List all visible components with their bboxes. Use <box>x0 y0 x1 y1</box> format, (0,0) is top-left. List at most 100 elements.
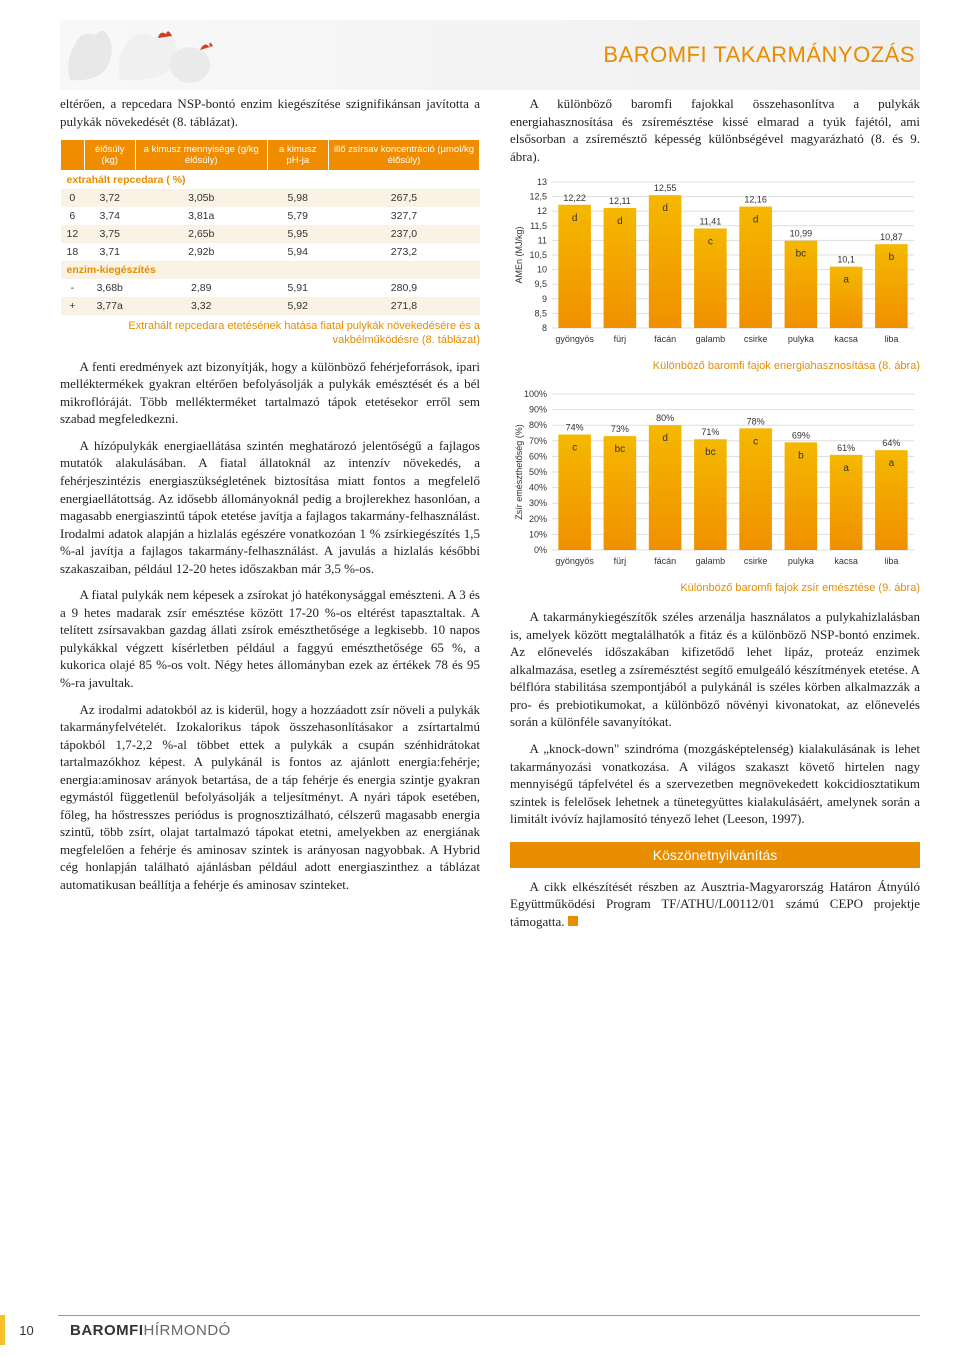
end-square-icon <box>568 916 578 926</box>
left-intro: eltérően, a repcedara NSP-bontó enzim ki… <box>60 95 480 130</box>
svg-text:10,1: 10,1 <box>837 255 855 265</box>
svg-text:galamb: galamb <box>696 556 726 566</box>
table-section: extrahált repcedara ( %) <box>61 171 480 190</box>
table-cell: 5,92 <box>267 297 328 315</box>
page: BAROMFI TAKARMÁNYOZÁS eltérően, a repced… <box>0 0 960 1358</box>
svg-text:74%: 74% <box>566 423 584 433</box>
table-cell: 3,68b <box>84 279 135 297</box>
right-para: A „knock-down" szindróma (mozgásképtelen… <box>510 740 920 828</box>
table-cell: 3,74 <box>84 207 135 225</box>
svg-text:bc: bc <box>615 444 626 455</box>
th <box>61 140 85 171</box>
table-caption: Extrahált repcedara etetésének hatása fi… <box>60 319 480 348</box>
svg-text:50%: 50% <box>529 467 547 477</box>
table-cell: 280,9 <box>328 279 479 297</box>
table-cell: - <box>61 279 85 297</box>
svg-text:d: d <box>572 213 578 224</box>
svg-text:8,5: 8,5 <box>534 309 547 319</box>
svg-text:64%: 64% <box>882 438 900 448</box>
footer-bold: BAROMFI <box>70 1322 144 1339</box>
svg-text:10,5: 10,5 <box>529 250 547 260</box>
svg-text:d: d <box>617 216 623 227</box>
right-intro: A különböző baromfi fajokkal összehasonl… <box>510 95 920 165</box>
table-cell: 12 <box>61 225 85 243</box>
svg-text:71%: 71% <box>701 427 719 437</box>
right-para: A takarmánykiegészítők széles arzenálja … <box>510 608 920 731</box>
svg-text:73%: 73% <box>611 424 629 434</box>
ack-heading: Köszönetnyilvánítás <box>510 842 920 868</box>
table-cell: 5,98 <box>267 189 328 207</box>
table-cell: 5,94 <box>267 243 328 261</box>
left-para: A hízópulykák energiaellátása szintén me… <box>60 437 480 577</box>
svg-text:AMEn (MJ/kg): AMEn (MJ/kg) <box>514 227 524 284</box>
chart-energy: 88,599,51010,51111,51212,513AMEn (MJ/kg)… <box>510 174 920 354</box>
table-cell: 3,72 <box>84 189 135 207</box>
svg-text:12,5: 12,5 <box>529 192 547 202</box>
table-cell: 0 <box>61 189 85 207</box>
right-column: A különböző baromfi fajokkal összehasonl… <box>510 95 920 939</box>
table-cell: 237,0 <box>328 225 479 243</box>
svg-text:12,55: 12,55 <box>654 183 677 193</box>
svg-text:10,87: 10,87 <box>880 232 903 242</box>
table-cell: 267,5 <box>328 189 479 207</box>
table-cell: 2,65b <box>135 225 267 243</box>
svg-text:11,5: 11,5 <box>530 221 547 231</box>
svg-text:a: a <box>843 463 849 474</box>
svg-text:pulyka: pulyka <box>788 334 814 344</box>
svg-text:fácán: fácán <box>654 334 676 344</box>
svg-text:78%: 78% <box>747 417 765 427</box>
svg-text:0%: 0% <box>534 545 547 555</box>
svg-text:liba: liba <box>884 556 898 566</box>
table-cell: 2,89 <box>135 279 267 297</box>
chart-fat: 0%10%20%30%40%50%60%70%80%90%100%Zsír em… <box>510 386 920 576</box>
svg-text:11,41: 11,41 <box>699 217 721 227</box>
svg-text:pulyka: pulyka <box>788 556 814 566</box>
svg-text:12: 12 <box>537 206 547 216</box>
svg-text:10: 10 <box>537 265 547 275</box>
svg-text:11: 11 <box>538 236 547 246</box>
table-section: enzim-kiegészítés <box>61 261 480 279</box>
table-cell: 273,2 <box>328 243 479 261</box>
left-column: eltérően, a repcedara NSP-bontó enzim ki… <box>60 95 480 939</box>
bar <box>649 195 682 328</box>
table-cell: 5,79 <box>267 207 328 225</box>
svg-text:61%: 61% <box>837 443 855 453</box>
chart-caption: Különböző baromfi fajok zsír emésztése (… <box>510 582 920 594</box>
svg-text:a: a <box>889 458 895 469</box>
svg-text:fürj: fürj <box>614 334 627 344</box>
svg-text:70%: 70% <box>529 436 547 446</box>
table-cell: 5,91 <box>267 279 328 297</box>
page-number: 10 <box>0 1315 48 1345</box>
svg-text:10%: 10% <box>529 530 547 540</box>
table-cell: + <box>61 297 85 315</box>
left-para: A fiatal pulykák nem képesek a zsírokat … <box>60 586 480 691</box>
svg-text:8: 8 <box>542 323 547 333</box>
page-title: BAROMFI TAKARMÁNYOZÁS <box>603 42 915 68</box>
svg-text:kacsa: kacsa <box>834 556 858 566</box>
svg-text:80%: 80% <box>656 413 674 423</box>
svg-text:galamb: galamb <box>696 334 726 344</box>
table-8: élősúly (kg) a kimusz mennyisége (g/kg é… <box>60 139 480 315</box>
svg-text:csirke: csirke <box>744 334 768 344</box>
table-cell: 6 <box>61 207 85 225</box>
header-image: BAROMFI TAKARMÁNYOZÁS <box>60 20 920 90</box>
poultry-silhouette <box>60 20 220 90</box>
svg-text:c: c <box>708 237 713 248</box>
th: élősúly (kg) <box>84 140 135 171</box>
svg-text:fürj: fürj <box>614 556 627 566</box>
svg-text:b: b <box>798 451 804 462</box>
svg-text:b: b <box>889 252 895 263</box>
two-column-layout: eltérően, a repcedara NSP-bontó enzim ki… <box>60 95 920 939</box>
svg-text:d: d <box>662 433 668 444</box>
svg-text:10,99: 10,99 <box>790 229 813 239</box>
th: illő zsírsav koncentráció (µmol/kg élősú… <box>328 140 479 171</box>
left-para: A fenti eredmények azt bizonyítják, hogy… <box>60 358 480 428</box>
chart-caption: Különböző baromfi fajok energiahasznosít… <box>510 360 920 372</box>
ack-para: A cikk elkészítését részben az Ausztria-… <box>510 878 920 931</box>
svg-text:liba: liba <box>884 334 898 344</box>
svg-text:80%: 80% <box>529 420 547 430</box>
svg-text:69%: 69% <box>792 431 810 441</box>
svg-text:c: c <box>753 437 758 448</box>
svg-text:a: a <box>843 275 849 286</box>
svg-text:9: 9 <box>542 294 547 304</box>
